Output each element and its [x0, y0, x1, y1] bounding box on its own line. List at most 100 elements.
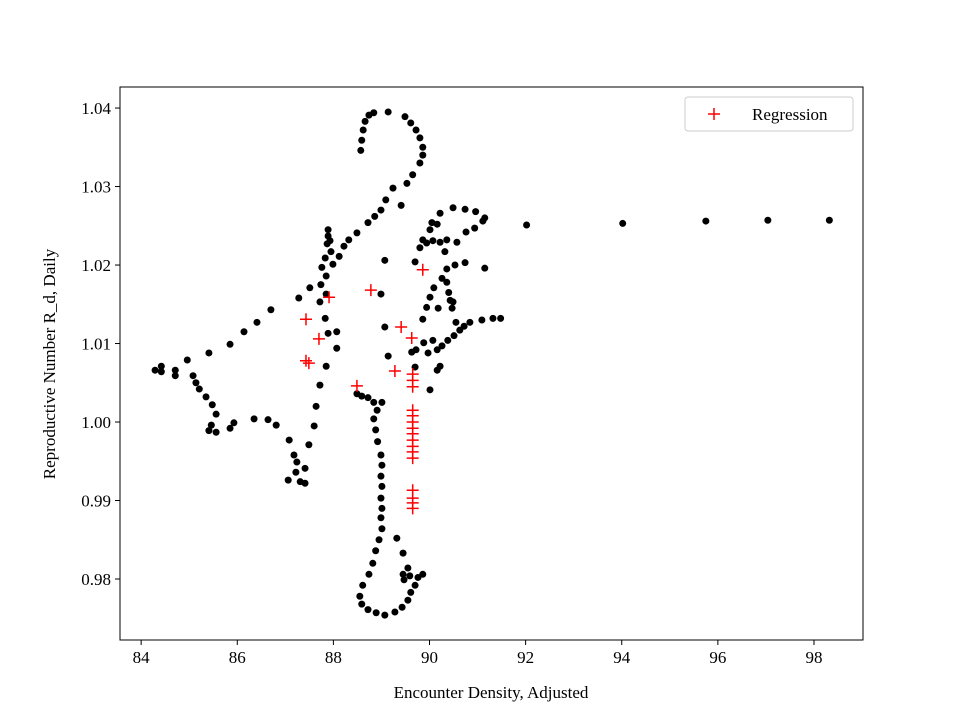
scatter-point [323, 240, 331, 248]
scatter-point [419, 143, 427, 151]
scatter-point [226, 424, 234, 432]
scatter-point [420, 339, 428, 347]
scatter-point [433, 220, 441, 228]
scatter-point [462, 228, 470, 236]
x-tick-label: 92 [517, 648, 534, 667]
scatter-point [364, 219, 372, 227]
scatter-point [202, 393, 210, 401]
scatter-point [407, 588, 415, 596]
y-tick-label: 1.02 [81, 256, 111, 275]
scatter-point [403, 179, 411, 187]
scatter-point [405, 332, 418, 345]
x-tick-label: 90 [421, 648, 438, 667]
scatter-point [324, 226, 332, 234]
scatter-point [424, 349, 432, 357]
scatter-point [371, 212, 379, 220]
scatter-point [373, 406, 381, 414]
scatter-point [329, 260, 337, 268]
scatter-point [443, 278, 451, 286]
scatter-point [353, 229, 361, 237]
y-tick-label: 1.01 [81, 335, 111, 354]
scatter-point [406, 452, 419, 465]
scatter-point [230, 419, 238, 427]
scatter-point [381, 256, 389, 264]
scatter-point [296, 478, 304, 486]
scatter-point [372, 609, 380, 617]
scatter-point [444, 336, 452, 344]
scatter-point [434, 304, 442, 312]
scatter-point [321, 254, 329, 262]
scatter-point [323, 291, 336, 304]
scatter-point [195, 385, 203, 393]
scatter-point [299, 354, 312, 367]
scatter-point [460, 322, 468, 330]
x-tick-label: 94 [613, 648, 631, 667]
y-axis-label: Reproductive Number R_d, Daily [40, 248, 59, 479]
scatter-point [295, 294, 303, 302]
scatter-point [359, 581, 367, 589]
scatter-point [151, 366, 159, 374]
scatter-point [449, 298, 457, 306]
y-tick-label: 1.00 [81, 413, 111, 432]
scatter-point [489, 314, 497, 322]
scatter-point [290, 451, 298, 459]
scatter-point [764, 216, 772, 224]
scatter-point [377, 451, 385, 459]
scatter-point [481, 214, 489, 222]
scatter-point [370, 398, 378, 406]
scatter-point [212, 410, 220, 418]
scatter-point [378, 525, 386, 533]
scatter-point [226, 340, 234, 348]
scatter-point [436, 362, 444, 370]
scatter-point [375, 536, 383, 544]
scatter-point [250, 415, 258, 423]
scatter-point [205, 349, 213, 357]
scatter-point [358, 600, 366, 608]
scatter-point [416, 263, 429, 276]
scatter-point [401, 113, 409, 121]
scatter-point [171, 372, 179, 380]
scatter-point [416, 244, 424, 252]
scatter-point [395, 321, 408, 334]
scatter-point [461, 259, 469, 267]
scatter-point [377, 514, 385, 522]
scatter-point [358, 392, 366, 400]
scatter-point [400, 576, 408, 584]
scatter-point [364, 606, 372, 614]
scatter-point [409, 171, 417, 179]
scatter-point [406, 502, 419, 515]
scatter-point [305, 441, 313, 449]
scatter-point [481, 264, 489, 272]
scatter-point [423, 303, 431, 311]
x-tick-label: 98 [805, 648, 822, 667]
scatter-point [292, 468, 300, 476]
scatter-point [324, 329, 332, 337]
scatter-point [316, 381, 324, 389]
scatter-point [312, 332, 325, 345]
plot-frame [119, 86, 864, 641]
scatter-point [301, 464, 309, 472]
scatter-point [451, 261, 459, 269]
scatter-point [321, 314, 329, 322]
scatter-point [267, 306, 275, 314]
scatter-point [452, 318, 460, 326]
y-tick-label: 0.99 [81, 492, 111, 511]
scatter-point [272, 421, 280, 429]
scatter-point [450, 332, 458, 340]
scatter-point [302, 357, 315, 370]
x-tick-label: 88 [325, 648, 342, 667]
scatter-point [406, 380, 419, 393]
scatter-point [358, 136, 366, 144]
scatter-point [419, 315, 427, 323]
legend-box [684, 96, 854, 132]
scatter-point [426, 293, 434, 301]
x-axis-label: Encounter Density, Adjusted [394, 683, 589, 702]
scatter-point [374, 438, 382, 446]
scatter-point [388, 364, 401, 377]
scatter-point [453, 238, 461, 246]
legend-label: Regression [752, 105, 828, 124]
plot-area [151, 108, 833, 619]
scatter-point [404, 564, 412, 572]
scatter-point [357, 146, 365, 154]
